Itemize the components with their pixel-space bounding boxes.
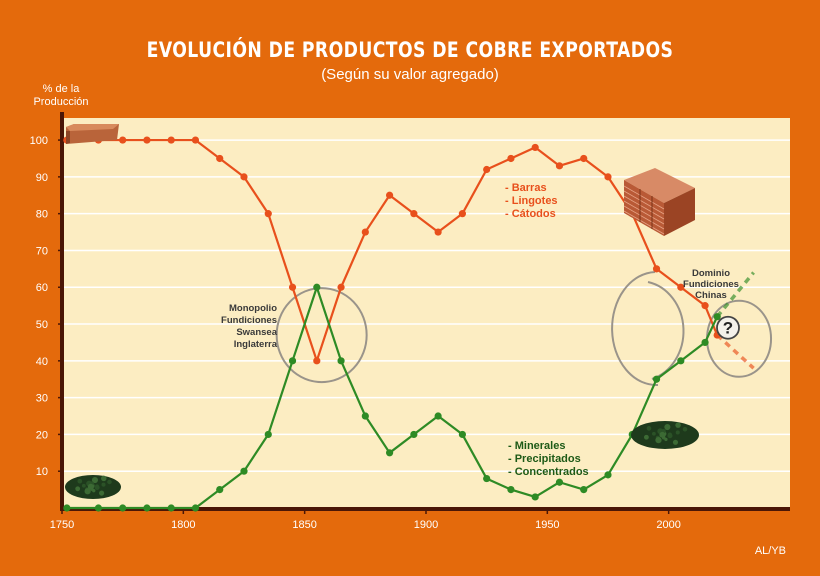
x-tick-label: 1800 <box>171 519 195 531</box>
data-point-refined <box>652 265 661 273</box>
data-point-refined <box>143 136 151 144</box>
y-tick-label: 40 <box>36 356 48 368</box>
x-tick-label: 1950 <box>535 519 559 531</box>
y-axis-label: % de la Producción <box>33 83 89 108</box>
y-tick-label: 90 <box>36 172 48 184</box>
y-tick-label: 60 <box>36 282 48 294</box>
data-point-refined <box>604 173 612 181</box>
y-tick-label: 50 <box>36 319 48 331</box>
data-point-raw <box>240 467 248 475</box>
legend-label-raw: - Minerales - Precipitados - Concentrados <box>508 440 589 478</box>
data-point-refined <box>264 210 272 218</box>
copper-ore-pile-icon <box>65 475 121 499</box>
copper-ore-pile-icon-right <box>631 421 699 449</box>
y-tick-label: 10 <box>36 466 48 478</box>
data-point-refined <box>337 283 345 291</box>
data-point-raw <box>264 430 272 439</box>
data-point-raw <box>677 357 685 365</box>
y-tick-label: 80 <box>36 209 48 221</box>
data-point-refined <box>507 154 515 163</box>
data-point-refined <box>555 162 564 170</box>
data-point-refined <box>458 210 466 218</box>
data-point-refined <box>386 191 394 199</box>
data-point-raw <box>361 412 369 420</box>
data-point-raw <box>410 430 418 439</box>
data-point-raw <box>337 357 345 365</box>
legend-label-refined: - Barras - Lingotes - Cátodos <box>505 182 558 220</box>
data-point-raw <box>713 313 721 321</box>
data-point-refined <box>167 136 175 144</box>
data-point-refined <box>580 154 588 163</box>
data-point-raw <box>701 338 709 347</box>
data-point-raw <box>63 504 71 512</box>
annotation-swansea: Monopolio Fundiciones Swansea Inglaterra <box>221 303 278 350</box>
data-point-raw <box>386 449 394 457</box>
data-point-raw <box>652 375 661 383</box>
x-tick-label: 1750 <box>50 519 74 531</box>
data-point-refined <box>434 228 442 236</box>
data-point-refined <box>410 210 418 218</box>
y-tick-label: 20 <box>36 429 48 441</box>
data-point-raw <box>191 504 200 512</box>
data-point-raw <box>531 493 539 501</box>
data-point-raw <box>434 412 442 420</box>
data-point-raw <box>458 430 466 439</box>
y-tick-label: 70 <box>36 245 48 257</box>
x-tick-label: 1900 <box>414 519 438 531</box>
x-tick-label: 2000 <box>656 519 680 531</box>
swansea-ellipse <box>275 287 368 384</box>
data-point-refined <box>216 154 224 163</box>
data-point-raw <box>507 486 515 494</box>
data-point-refined <box>313 357 321 365</box>
data-point-refined <box>191 136 200 144</box>
series-projection-raw <box>715 271 755 318</box>
data-point-raw <box>119 504 127 512</box>
data-point-raw <box>167 504 175 512</box>
chart-subtitle: (Según su valor agregado) <box>321 66 499 83</box>
y-tick-label: 30 <box>36 393 48 405</box>
data-point-refined <box>483 165 491 174</box>
data-point-refined <box>240 173 248 181</box>
series-line-raw <box>66 286 719 510</box>
data-point-raw <box>288 357 297 365</box>
annotation-china: Dominio Fundiciones Chinas <box>683 268 739 301</box>
data-point-raw <box>580 486 588 494</box>
data-point-raw <box>483 474 491 483</box>
svg-text:?: ? <box>723 319 733 338</box>
series-projection-refined <box>716 333 755 370</box>
copper-slab-icon <box>66 124 119 144</box>
data-point-raw <box>604 471 612 479</box>
data-point-refined <box>361 228 369 236</box>
series-line-refined <box>66 138 719 362</box>
data-point-refined <box>531 143 539 152</box>
data-point-refined <box>677 283 685 291</box>
data-point-raw <box>216 486 224 494</box>
data-point-refined <box>288 283 297 291</box>
credit-text: AL/YB <box>754 545 786 557</box>
data-point-raw <box>143 504 151 512</box>
data-point-raw <box>313 283 321 291</box>
copper-cathode-stack-icon <box>623 168 695 236</box>
question-mark-icon: ? <box>716 315 740 340</box>
y-tick-label: 100 <box>30 135 48 147</box>
data-point-raw <box>555 478 564 486</box>
data-point-refined <box>701 302 709 310</box>
data-point-refined <box>119 136 127 144</box>
transition-arc <box>611 271 659 387</box>
x-tick-label: 1850 <box>292 519 316 531</box>
data-point-raw <box>94 504 102 512</box>
chart-title: EVOLUCIÓN DE PRODUCTOS DE COBRE EXPORTAD… <box>146 38 674 62</box>
